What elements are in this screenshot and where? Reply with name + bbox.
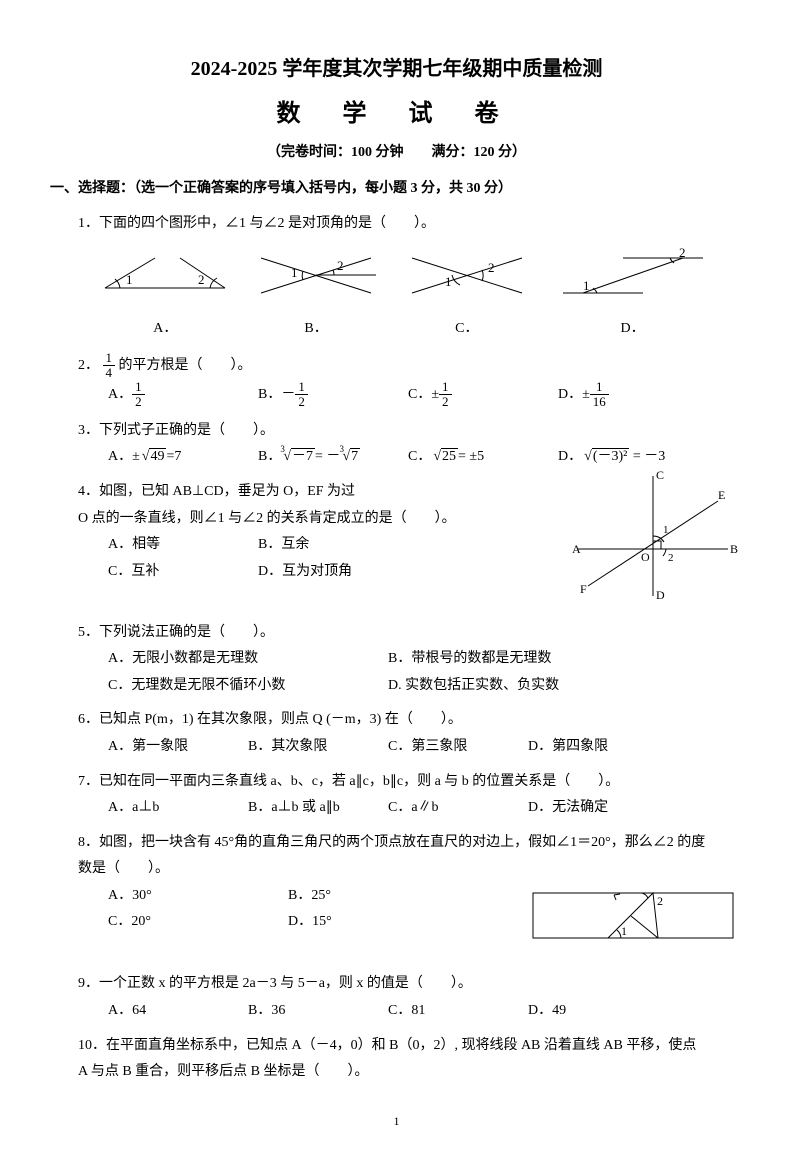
q8-c: C．20° bbox=[108, 909, 288, 936]
q5-d: D. 实数包括正实数、负实数 bbox=[388, 673, 668, 700]
q4-options-2: C．互补 D．互为对顶角 bbox=[108, 559, 563, 586]
q7-a: A．a⊥b bbox=[108, 795, 248, 822]
q4-d: D．互为对顶角 bbox=[258, 559, 408, 586]
q3-options: A．±49=7 B．3－7= －37 C．25= ±5 D．(－3)² = －3 bbox=[108, 444, 743, 471]
q7-stem: 7．已知在同一平面内三条直线 a、b、c，若 a∥c，b∥c，则 a 与 b 的… bbox=[78, 769, 743, 796]
q6-a: A．第一象限 bbox=[108, 734, 248, 761]
svg-text:A: A bbox=[572, 542, 581, 556]
q2-b: B．－12 bbox=[258, 380, 408, 410]
q3-b: B．3－7= －37 bbox=[258, 444, 408, 471]
q7-options: A．a⊥b B．a⊥b 或 a∥b C．a∥b D．无法确定 bbox=[108, 795, 743, 822]
q8-line2: 数是（ ）。 bbox=[78, 856, 743, 883]
q1-stem: 1．下面的四个图形中，∠1 与∠2 是对顶角的是（ ）。 bbox=[78, 211, 743, 238]
q2-options: A．12 B．－12 C．±12 D．±116 bbox=[108, 380, 743, 410]
section-a-head: 一、选择题：（选一个正确答案的序号填入括号内，每小题 3 分，共 30 分） bbox=[50, 176, 743, 203]
q2-c: C．±12 bbox=[408, 380, 558, 410]
q4-options: A．相等 B．互余 bbox=[108, 532, 563, 559]
q1-fig-b: 1 2 B． bbox=[241, 248, 392, 342]
q9-c: C．81 bbox=[388, 998, 528, 1025]
q6-d: D．第四象限 bbox=[528, 734, 668, 761]
q7-c: C．a∥b bbox=[388, 795, 528, 822]
q9-d: D．49 bbox=[528, 998, 668, 1025]
svg-text:C: C bbox=[656, 468, 664, 482]
svg-text:2: 2 bbox=[198, 272, 205, 287]
q9-stem: 9．一个正数 x 的平方根是 2a－3 与 5－a，则 x 的值是（ ）。 bbox=[78, 971, 743, 998]
page-number: 1 bbox=[50, 1110, 743, 1133]
q5-b: B．带根号的数都是无理数 bbox=[388, 646, 668, 673]
q3-stem: 3．下列式子正确的是（ ）。 bbox=[78, 418, 743, 445]
q1-c-label: C． bbox=[391, 316, 542, 343]
svg-text:1: 1 bbox=[445, 274, 452, 289]
q4-block: 4．如图，已知 AB⊥CD，垂足为 O，EF 为过 O 点的一条直线，则∠1 与… bbox=[50, 471, 743, 612]
q6-b: B．其次象限 bbox=[248, 734, 388, 761]
q8-options-1: A．30° B．25° bbox=[108, 883, 523, 910]
q1-d-label: D． bbox=[542, 316, 723, 343]
svg-text:F: F bbox=[580, 582, 587, 596]
q7-b: B．a⊥b 或 a∥b bbox=[248, 795, 388, 822]
svg-text:E: E bbox=[718, 488, 725, 502]
q5-options: A．无限小数都是无理数 B．带根号的数都是无理数 C．无理数是无限不循环小数 D… bbox=[108, 646, 743, 699]
svg-text:1: 1 bbox=[621, 924, 627, 938]
svg-text:2: 2 bbox=[337, 258, 344, 273]
svg-text:1: 1 bbox=[126, 272, 133, 287]
q8-line1: 8．如图，把一块含有 45°角的直角三角尺的两个顶点放在直尺的对边上，假如∠1＝… bbox=[78, 830, 743, 857]
q3-a: A．±49=7 bbox=[108, 444, 258, 471]
q5-c: C．无理数是无限不循环小数 bbox=[108, 673, 388, 700]
q8-a: A．30° bbox=[108, 883, 288, 910]
svg-text:1: 1 bbox=[583, 278, 590, 293]
q5-stem: 5．下列说法正确的是（ ）。 bbox=[78, 620, 743, 647]
svg-text:2: 2 bbox=[668, 552, 674, 564]
q4-a: A．相等 bbox=[108, 532, 258, 559]
q4-b: B．互余 bbox=[258, 532, 408, 559]
svg-text:D: D bbox=[656, 588, 665, 602]
exam-title: 2024-2025 学年度其次学期七年级期中质量检测 bbox=[50, 50, 743, 88]
svg-text:2: 2 bbox=[679, 245, 686, 260]
q4-figure: 1 2 A B C D E F O bbox=[563, 471, 743, 612]
svg-text:B: B bbox=[730, 542, 738, 556]
q8-b: B．25° bbox=[288, 883, 438, 910]
q4-c: C．互补 bbox=[108, 559, 258, 586]
q1-fig-a: 1 2 A． bbox=[90, 248, 241, 342]
q2-stem: 2． 14 的平方根是（ ）。 bbox=[78, 351, 743, 381]
q9-options: A．64 B．36 C．81 D．49 bbox=[108, 998, 743, 1025]
q9-a: A．64 bbox=[108, 998, 248, 1025]
q2-a: A．12 bbox=[108, 380, 258, 410]
q1-figures: 1 2 A． 1 2 B． 1 2 C． bbox=[90, 243, 723, 342]
q7-d: D．无法确定 bbox=[528, 795, 668, 822]
svg-text:1: 1 bbox=[663, 524, 669, 536]
svg-text:1: 1 bbox=[291, 265, 298, 280]
q6-c: C．第三象限 bbox=[388, 734, 528, 761]
q6-options: A．第一象限 B．其次象限 C．第三象限 D．第四象限 bbox=[108, 734, 743, 761]
q1-a-label: A． bbox=[90, 316, 241, 343]
svg-text:O: O bbox=[641, 550, 650, 564]
q4-line2: O 点的一条直线，则∠1 与∠2 的关系肯定成立的是（ ）。 bbox=[78, 506, 563, 533]
q9-b: B．36 bbox=[248, 998, 388, 1025]
subject-title: 数 学 试 卷 bbox=[50, 92, 743, 138]
q8-d: D．15° bbox=[288, 909, 438, 936]
q1-fig-c: 1 2 C． bbox=[391, 248, 542, 342]
q10-line2: A 与点 B 重合，则平移后点 B 坐标是（ ）。 bbox=[78, 1059, 743, 1086]
q1-fig-d: 2 1 D． bbox=[542, 243, 723, 342]
svg-text:2: 2 bbox=[657, 894, 663, 908]
q1-b-label: B． bbox=[241, 316, 392, 343]
q8-options-2: C．20° D．15° bbox=[108, 909, 523, 936]
q8-body: A．30° B．25° C．20° D．15° 2 1 bbox=[50, 883, 743, 964]
q3-c: C．25= ±5 bbox=[408, 444, 558, 471]
q4-line1: 4．如图，已知 AB⊥CD，垂足为 O，EF 为过 bbox=[78, 479, 563, 506]
q5-a: A．无限小数都是无理数 bbox=[108, 646, 388, 673]
q8-figure: 2 1 bbox=[523, 883, 743, 964]
q3-d: D．(－3)² = －3 bbox=[558, 444, 708, 471]
q2-d: D．±116 bbox=[558, 380, 708, 410]
svg-text:2: 2 bbox=[488, 260, 495, 275]
exam-meta: （完卷时间：100 分钟 满分：120 分） bbox=[50, 140, 743, 167]
q10-line1: 10．在平面直角坐标系中，已知点 A（－4，0）和 B（0，2）, 现将线段 A… bbox=[78, 1033, 743, 1060]
q6-stem: 6．已知点 P(m，1) 在其次象限，则点 Q (－m，3) 在（ ）。 bbox=[78, 707, 743, 734]
